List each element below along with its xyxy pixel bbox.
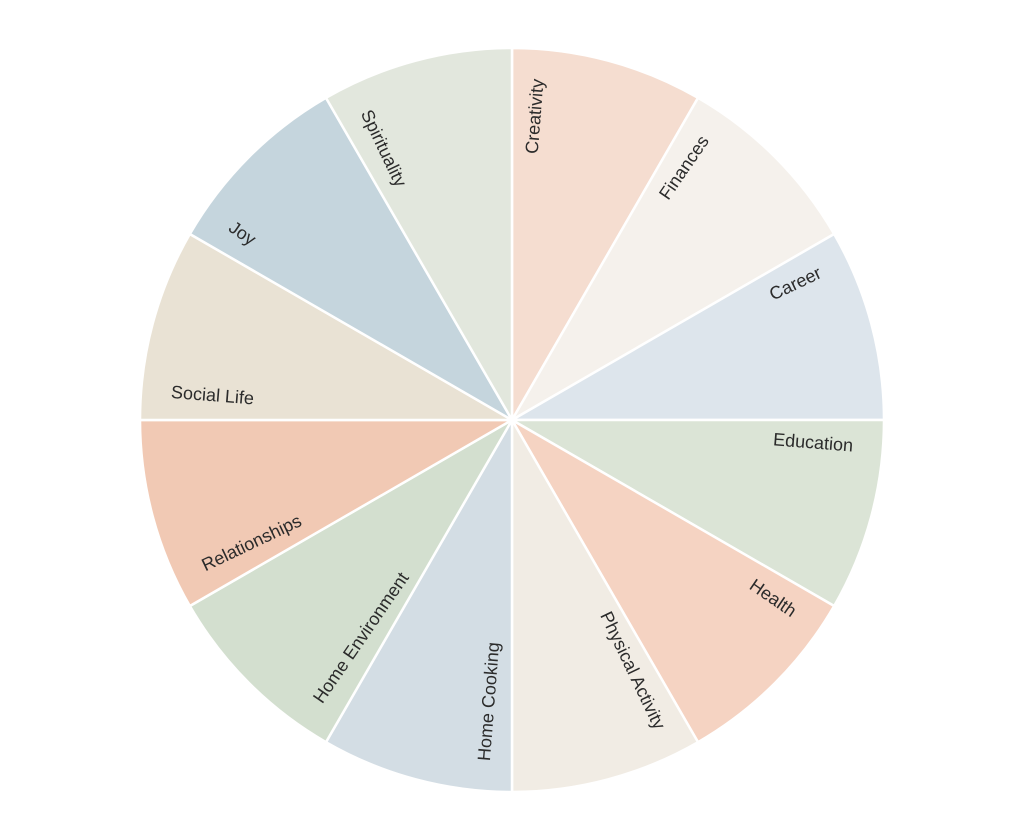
slice-joy [188,96,516,424]
slice-relationships [138,418,517,608]
slice-finances [508,96,836,424]
slice-physical-activity [510,415,700,794]
slice-spirituality [324,46,514,425]
slice-career [507,232,886,422]
slice-creativity [510,46,700,425]
slices-layer [138,46,886,794]
slice-education [507,418,886,608]
slice-home-environment [188,416,516,744]
slice-health [508,416,836,744]
slice-social-life [138,232,517,422]
slice-home-cooking [324,415,514,794]
